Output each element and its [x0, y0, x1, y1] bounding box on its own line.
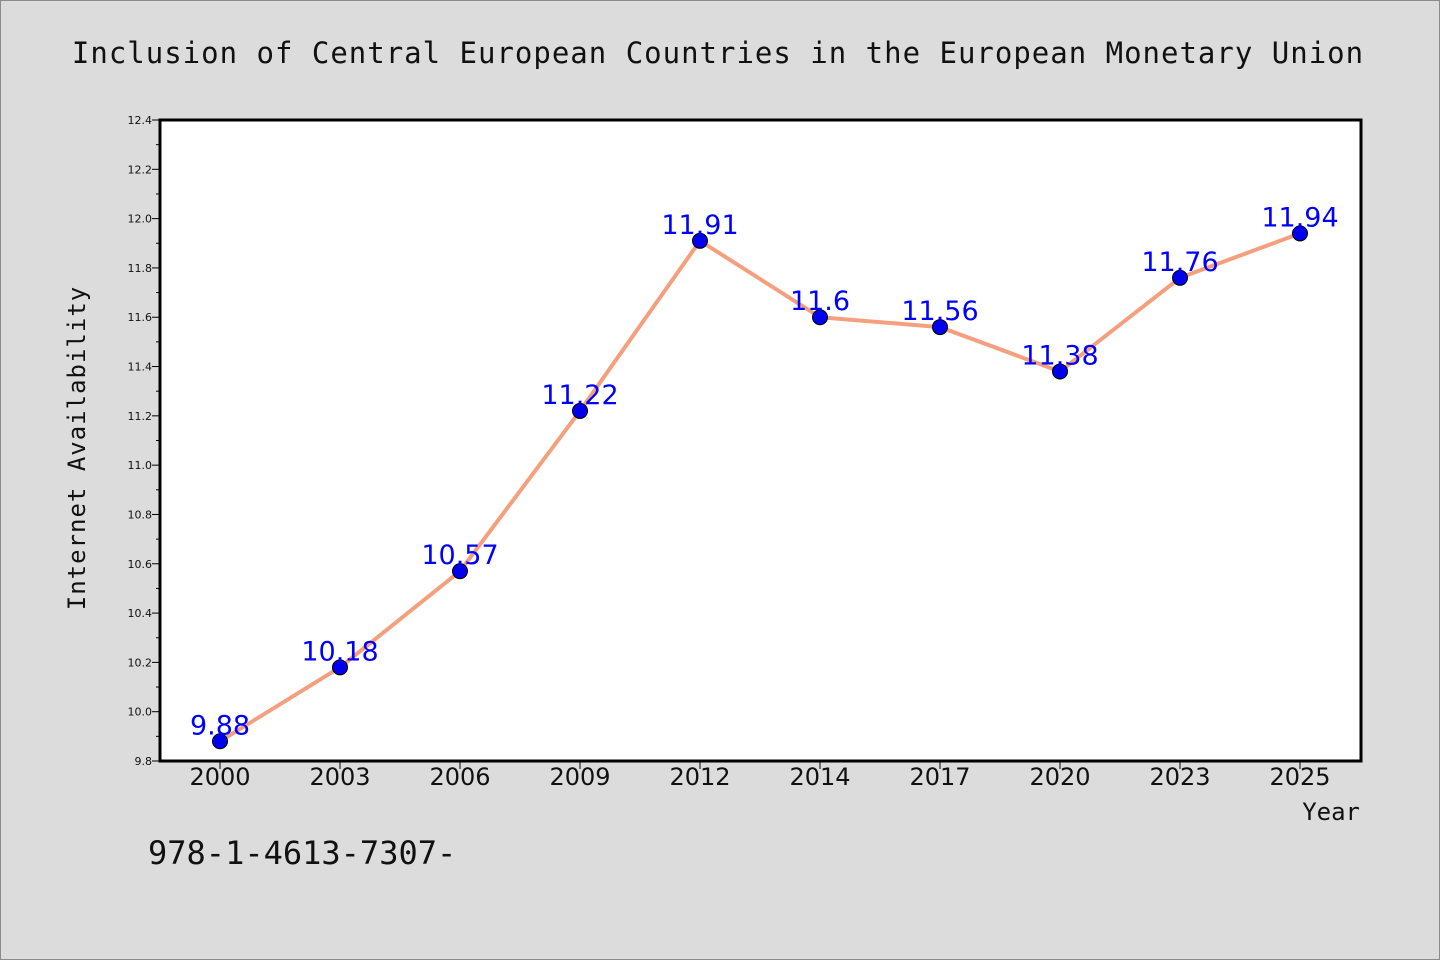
- x-tick-label: 2000: [189, 763, 250, 791]
- chart-title: Inclusion of Central European Countries …: [72, 36, 1364, 70]
- series-line: [218, 231, 1301, 743]
- y-axis-ticks: 9.8 10.0 10.2 10.4 10.6 10.8 11.0 11.2 11.4 11.6 1…: [128, 114, 160, 768]
- y-tick-label: 11.0: [128, 459, 153, 472]
- y-tick-label: 11.6: [128, 311, 153, 324]
- data-point: [332, 659, 348, 676]
- data-label: 11.6: [790, 286, 850, 317]
- plot-area: [160, 120, 1361, 761]
- x-tick-label: 2003: [309, 763, 370, 791]
- plot-border: [158, 118, 1363, 763]
- data-label: 11.38: [1021, 340, 1098, 371]
- y-tick-label: 9.8: [135, 755, 153, 768]
- x-tick-label: 2012: [669, 763, 730, 791]
- data-label: 11.56: [901, 296, 978, 327]
- y-tick-label: 11.2: [128, 410, 153, 423]
- y-tick-label: 10.8: [128, 508, 153, 521]
- data-point: [1172, 269, 1188, 286]
- y-tick-label: 10.2: [128, 656, 153, 669]
- x-tick-label: 2014: [789, 763, 850, 791]
- data-label: 11.76: [1141, 247, 1218, 278]
- x-tick-label: 2017: [909, 763, 970, 791]
- y-tick-label: 10.0: [128, 706, 153, 719]
- x-axis-ticks: 2000 2003 2006 2009 2012 2014 2017 2020 2023 2025: [189, 761, 1331, 791]
- data-point: [932, 319, 948, 336]
- y-tick-label: 10.4: [128, 607, 153, 620]
- data-label: 10.57: [421, 540, 498, 571]
- y-tick-label: 12.4: [128, 114, 153, 127]
- data-point: [1292, 225, 1308, 242]
- x-tick-label: 2025: [1269, 763, 1330, 791]
- x-axis-label: Year: [1302, 798, 1360, 826]
- data-point: [212, 733, 228, 750]
- x-tick-label: 2020: [1029, 763, 1090, 791]
- data-label: 9.88: [190, 710, 250, 741]
- data-label: 10.18: [301, 636, 378, 667]
- y-tick-label: 11.4: [128, 361, 153, 374]
- data-label: 11.91: [661, 210, 738, 241]
- data-point: [692, 232, 708, 249]
- x-tick-label: 2006: [429, 763, 490, 791]
- x-tick-label: 2009: [549, 763, 610, 791]
- data-label: 11.94: [1261, 202, 1338, 233]
- y-tick-label: 12.2: [128, 163, 153, 176]
- data-label: 11.22: [541, 380, 618, 411]
- y-tick-label: 10.6: [128, 558, 153, 571]
- y-axis-label: Internet Availability: [63, 286, 91, 610]
- y-tick-label: 11.8: [128, 262, 153, 275]
- footer-text: 978-1-4613-7307-: [148, 834, 456, 872]
- x-tick-label: 2023: [1149, 763, 1210, 791]
- y-tick-label: 12.0: [128, 213, 153, 226]
- data-point: [1052, 363, 1068, 380]
- data-point: [572, 402, 588, 419]
- data-point: [812, 309, 828, 326]
- series-layer: 9.88 10.18 10.57 11.22 11.91 11.6 11.56 11.38 11…: [190, 202, 1339, 750]
- data-point: [452, 563, 468, 580]
